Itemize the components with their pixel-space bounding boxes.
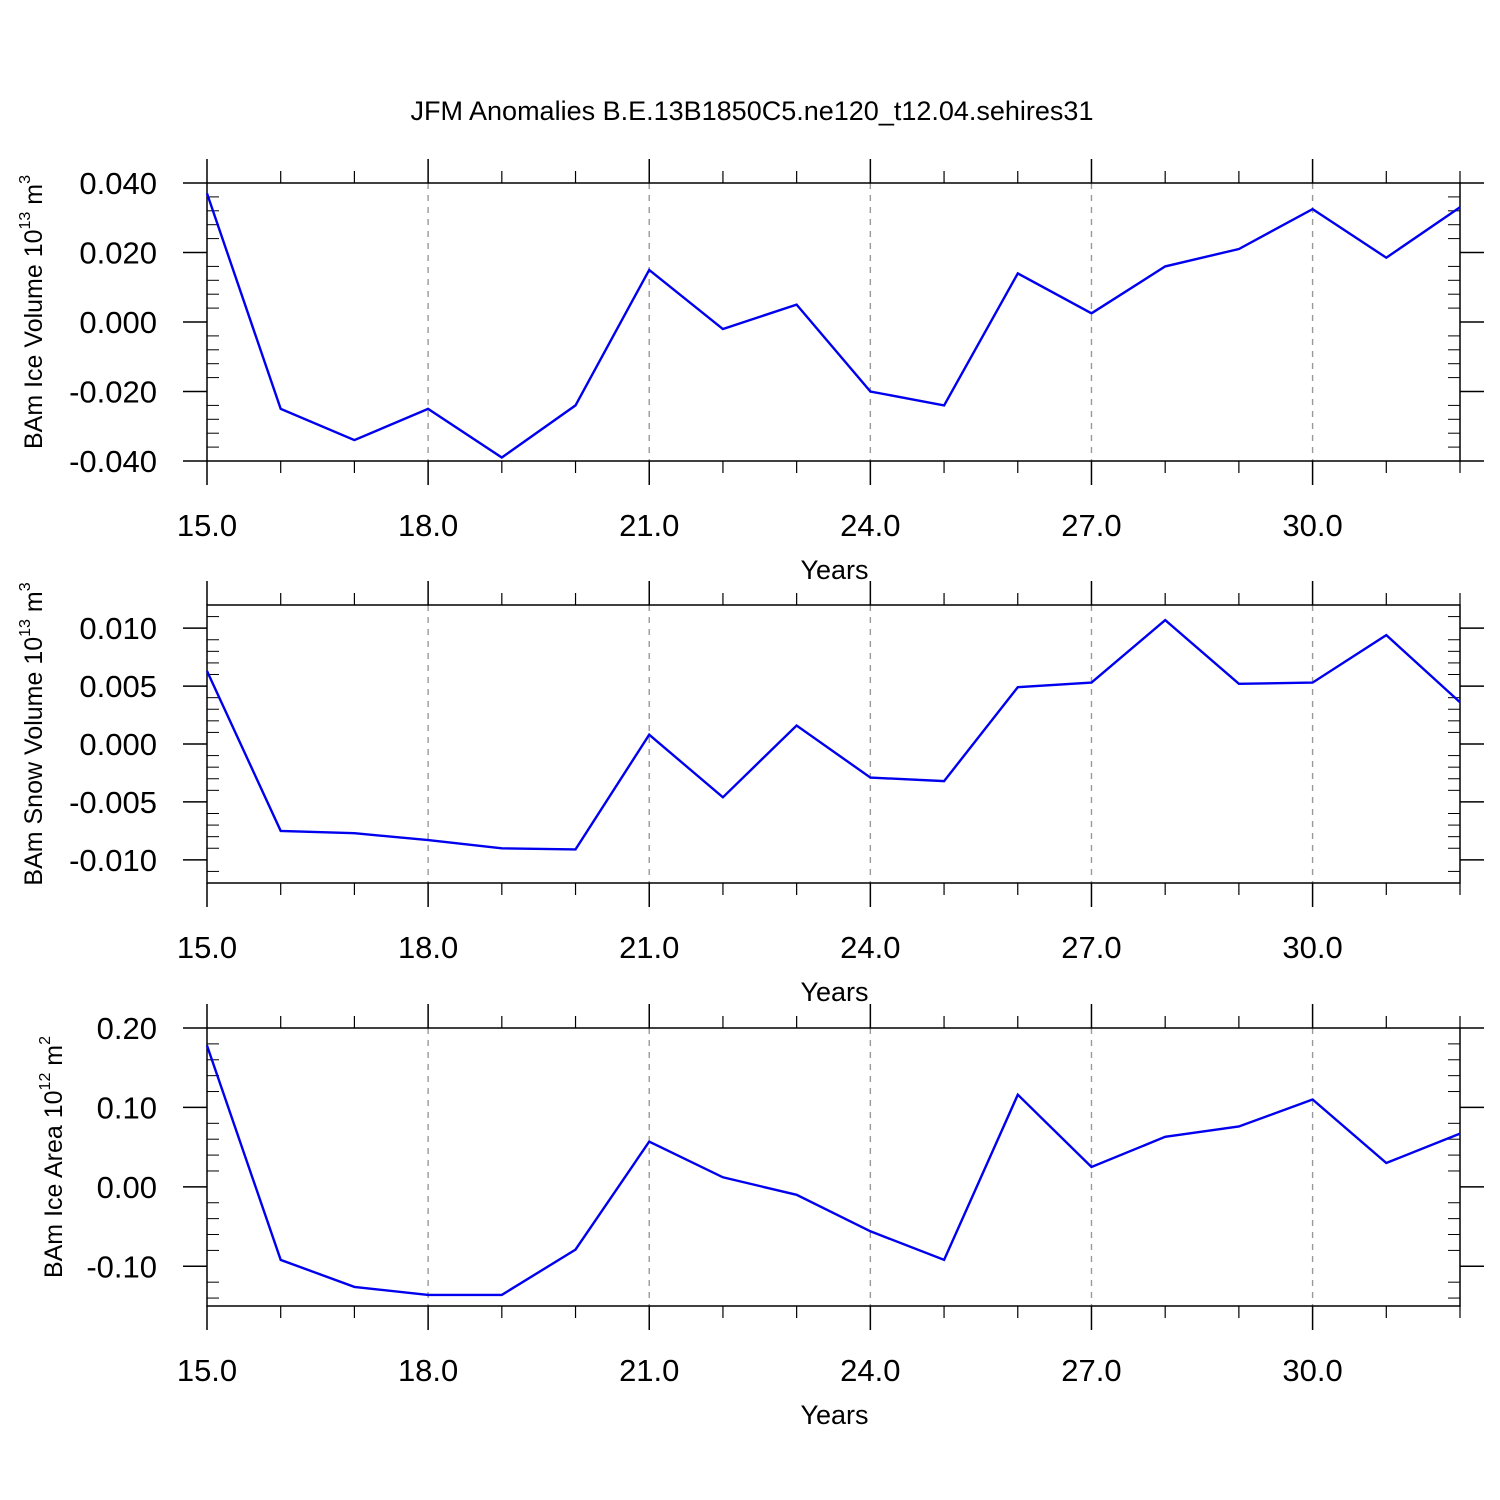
y-tick-label: 0.020 — [79, 236, 157, 271]
x-tick-label: 30.0 — [1282, 930, 1342, 965]
y-tick-label: 0.000 — [79, 727, 157, 762]
x-tick-label: 15.0 — [177, 508, 237, 543]
y-tick-label: 0.10 — [97, 1090, 157, 1125]
y-axis-title-superscript: 2 — [37, 1036, 54, 1045]
series-line — [205, 193, 1461, 459]
x-axis-title: Years — [800, 1400, 868, 1430]
x-tick-label: 24.0 — [840, 930, 900, 965]
y-tick-label: 0.010 — [79, 611, 157, 646]
y-axis-title-part: BAm Ice Area 10 — [40, 1090, 68, 1278]
y-axis-title-superscript: 13 — [17, 619, 34, 637]
x-tick-label: 30.0 — [1282, 508, 1342, 543]
y-tick-label: -0.010 — [69, 843, 157, 878]
y-axis-title: BAm Snow Volume 1013 m3 — [17, 582, 48, 885]
y-tick-label: -0.10 — [86, 1249, 157, 1284]
x-tick-label: 18.0 — [398, 1353, 458, 1388]
y-tick-label: -0.005 — [69, 785, 157, 820]
y-axis-title-superscript: 3 — [17, 582, 34, 591]
x-tick-label: 18.0 — [398, 508, 458, 543]
x-tick-label: 21.0 — [619, 1353, 679, 1388]
y-tick-label: -0.020 — [69, 375, 157, 410]
y-axis-title: BAm Ice Area 1012 m2 — [37, 1036, 68, 1278]
series-line — [205, 618, 1461, 851]
x-tick-label: 18.0 — [398, 930, 458, 965]
x-tick-label: 30.0 — [1282, 1353, 1342, 1388]
y-tick-label: 0.005 — [79, 669, 157, 704]
plot-frame — [206, 182, 1461, 462]
y-axis-title-superscript: 13 — [17, 212, 34, 230]
series-line — [205, 1045, 1461, 1297]
x-tick-label: 24.0 — [840, 1353, 900, 1388]
ice-volume-panel: 15.0 18.0 21.0 24.0 27.0 30.0 -0.040 -0.020 0.00… — [17, 159, 1484, 585]
y-axis-title-part: BAm Ice Volume 10 — [20, 229, 48, 449]
y-axis-title-superscript: 3 — [17, 175, 34, 184]
plot-frame — [206, 1027, 1461, 1307]
snow-volume-panel: 15.0 18.0 21.0 24.0 27.0 30.0 -0.010 -0.005 0.00… — [17, 581, 1484, 1007]
x-axis-title: Years — [800, 555, 868, 585]
x-tick-label: 27.0 — [1061, 930, 1121, 965]
y-axis-title: BAm Ice Volume 1013 m3 — [17, 175, 48, 449]
y-axis-title-part: m — [20, 184, 48, 212]
y-axis-title-part: m — [20, 591, 48, 619]
x-tick-label: 24.0 — [840, 508, 900, 543]
x-tick-label: 27.0 — [1061, 508, 1121, 543]
y-tick-label: -0.040 — [69, 444, 157, 479]
y-tick-label: 0.00 — [97, 1170, 157, 1205]
y-axis-title-superscript: 12 — [37, 1073, 54, 1091]
x-tick-label: 27.0 — [1061, 1353, 1121, 1388]
ice-area-panel: 15.0 18.0 21.0 24.0 27.0 30.0 -0.10 0.00 0.10 0.2… — [37, 1004, 1484, 1430]
figure-title: JFM Anomalies B.E.13B1850C5.ne120_t12.04… — [411, 96, 1094, 126]
x-tick-label: 21.0 — [619, 930, 679, 965]
y-tick-label: 0.20 — [97, 1011, 157, 1046]
x-tick-label: 15.0 — [177, 930, 237, 965]
y-tick-label: 0.000 — [79, 305, 157, 340]
y-axis-title-part: m — [40, 1045, 68, 1073]
x-tick-label: 21.0 — [619, 508, 679, 543]
x-axis-title: Years — [800, 977, 868, 1007]
y-axis-title-part: BAm Snow Volume 10 — [20, 637, 48, 886]
x-tick-label: 15.0 — [177, 1353, 237, 1388]
plot-frame — [206, 604, 1461, 884]
y-tick-label: 0.040 — [79, 166, 157, 201]
